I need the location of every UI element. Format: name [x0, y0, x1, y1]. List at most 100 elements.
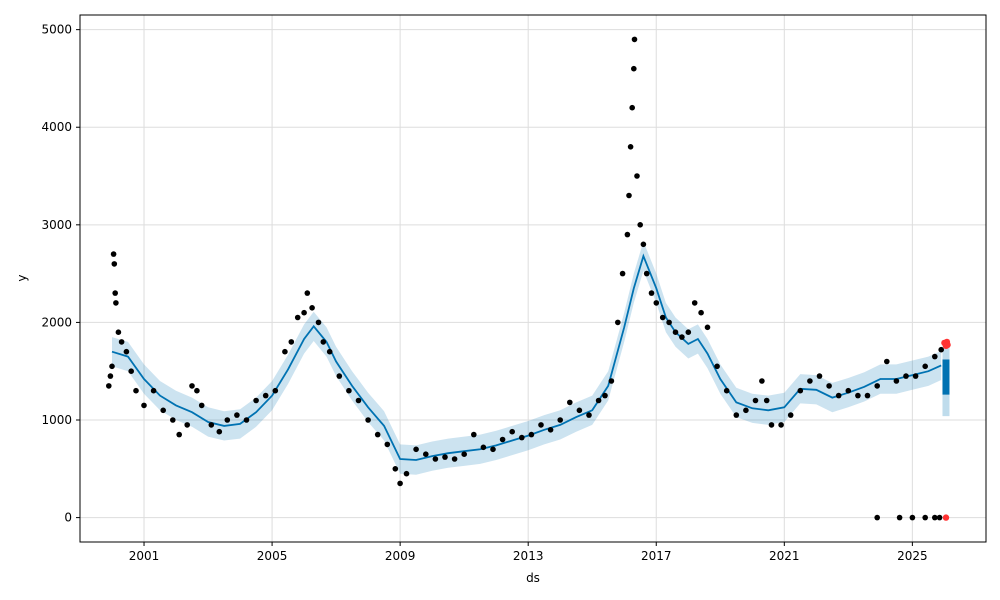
actual-point	[315, 319, 322, 326]
actual-point	[640, 241, 647, 248]
actual-point	[932, 514, 938, 521]
x-tick-label: 2025	[897, 549, 928, 563]
actual-point	[141, 402, 147, 409]
actual-point	[634, 173, 640, 179]
actual-point	[170, 417, 176, 423]
actual-point	[938, 346, 944, 353]
actual-point	[884, 358, 890, 365]
forecast-trend-line	[111, 253, 942, 461]
actual-point	[113, 300, 119, 306]
actual-point	[490, 446, 496, 453]
actual-point	[451, 456, 458, 462]
forecast-line	[111, 253, 950, 461]
actual-point	[528, 431, 535, 438]
actual-point	[602, 392, 608, 399]
actual-point	[112, 290, 118, 296]
actual-point	[723, 387, 730, 394]
y-axis-label: y	[15, 274, 29, 281]
actual-point	[874, 514, 880, 521]
actual-point	[922, 514, 928, 521]
actual-point	[538, 422, 544, 428]
actual-point	[874, 383, 880, 389]
y-tick-label: 3000	[41, 218, 72, 232]
actual-point	[608, 378, 615, 384]
plot-frame	[79, 14, 987, 543]
actual-point	[471, 431, 477, 438]
x-tick-label: 2009	[385, 549, 416, 563]
actual-point	[294, 314, 301, 321]
actual-point	[224, 417, 231, 423]
actual-point	[816, 373, 823, 379]
actual-point	[208, 422, 215, 428]
y-tick-label: 1000	[41, 413, 72, 427]
actual-point	[176, 431, 182, 438]
actual-point	[272, 387, 279, 394]
actual-point	[615, 319, 621, 326]
recent-point	[944, 341, 951, 349]
actual-point	[936, 514, 943, 521]
y-tick-label: 2000	[41, 315, 72, 329]
actual-point	[109, 363, 115, 370]
actual-point	[666, 319, 672, 326]
actual-point	[845, 387, 852, 394]
actual-point	[826, 383, 832, 389]
actual-point	[903, 373, 909, 379]
actual-point	[346, 387, 352, 394]
y-axis-ticks: 0 1000 2000 3000 4000 5000	[41, 23, 80, 525]
actual-point	[685, 329, 692, 336]
actual-point	[624, 231, 631, 238]
actual-point	[282, 348, 288, 355]
actual-point	[198, 402, 205, 409]
actual-point	[355, 397, 362, 404]
actual-point	[912, 373, 919, 379]
actual-point	[659, 314, 666, 321]
actual-point	[627, 144, 634, 150]
actual-point	[855, 392, 861, 399]
actual-point	[759, 378, 765, 384]
actual-point	[631, 65, 637, 72]
actual-point	[864, 392, 871, 399]
recent-points	[941, 338, 951, 521]
actual-point	[743, 407, 749, 414]
actual-point	[365, 417, 371, 423]
actual-point	[326, 348, 333, 355]
actual-point	[304, 290, 311, 296]
actual-point	[557, 417, 563, 423]
actual-point	[567, 399, 573, 406]
actual-point	[509, 428, 515, 435]
actual-point	[336, 373, 343, 379]
actual-point	[392, 466, 399, 472]
actual-point	[480, 444, 487, 451]
x-tick-label: 2017	[641, 549, 672, 563]
y-tick-label: 4000	[41, 120, 72, 134]
actual-point	[432, 456, 439, 462]
actual-point	[442, 454, 448, 460]
actual-point	[698, 309, 704, 316]
actual-point	[778, 422, 784, 428]
actual-point	[189, 383, 195, 389]
actual-point	[184, 422, 190, 428]
actual-point	[234, 412, 240, 418]
actual-point	[768, 422, 775, 428]
actual-point	[787, 412, 794, 418]
actual-point	[672, 329, 679, 336]
actual-point	[893, 378, 900, 384]
actual-point	[797, 387, 804, 394]
actual-point	[413, 446, 419, 453]
actual-point	[150, 387, 157, 394]
actual-point	[586, 412, 592, 418]
actual-point	[763, 397, 770, 404]
actual-point	[637, 222, 643, 228]
x-tick-label: 2021	[769, 549, 800, 563]
actual-point	[128, 368, 134, 375]
actual-point	[629, 104, 635, 111]
actual-point	[111, 261, 118, 267]
actual-point	[752, 397, 759, 404]
actual-point	[118, 339, 125, 345]
actual-point	[461, 451, 468, 458]
actual-point	[643, 270, 650, 277]
actual-point	[896, 514, 903, 521]
actual-point	[110, 251, 117, 257]
actual-point	[133, 387, 139, 394]
